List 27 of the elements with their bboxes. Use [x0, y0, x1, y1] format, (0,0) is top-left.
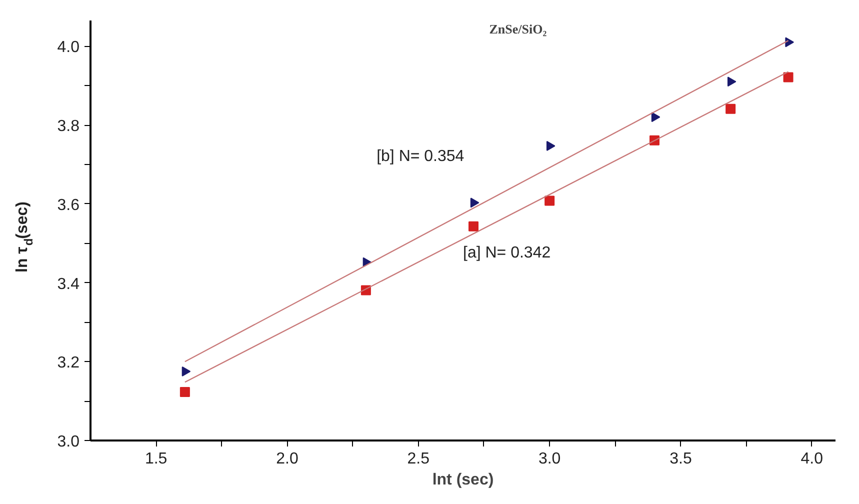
- x-tick-label: 3.0: [538, 450, 561, 468]
- x-tick-label: 1.5: [144, 450, 168, 468]
- point: [727, 76, 736, 87]
- y-tick-label: 3.4: [57, 276, 80, 293]
- y-tick-label: 3.8: [57, 118, 80, 136]
- text: 2.0: [276, 450, 298, 468]
- point: [180, 386, 190, 397]
- y-tick-label: 3.6: [57, 196, 80, 214]
- point: [544, 196, 555, 206]
- annotation: [a] N= 0.342: [463, 244, 551, 262]
- y-tick-label: 3.0: [57, 434, 80, 450]
- chart-title: ZnSe/SiO₂: [489, 21, 547, 36]
- point: [726, 104, 736, 114]
- point: [651, 112, 660, 122]
- y-tick-label: 3.2: [57, 354, 80, 372]
- y-axis-title: ln τd(sec): [14, 202, 36, 272]
- point: [468, 221, 478, 232]
- annotation: [b] N= 0.354: [376, 148, 464, 166]
- y-tick-label: 4.0: [57, 39, 80, 56]
- point: [182, 366, 191, 376]
- x-axis-title: lnt (sec): [432, 472, 494, 488]
- x-tick-label: 3.5: [670, 450, 692, 468]
- x-tick-label: 2.5: [407, 450, 430, 468]
- point: [783, 72, 794, 82]
- x-tick-label: 4.0: [800, 450, 824, 468]
- point: [470, 198, 480, 208]
- point: [546, 140, 556, 151]
